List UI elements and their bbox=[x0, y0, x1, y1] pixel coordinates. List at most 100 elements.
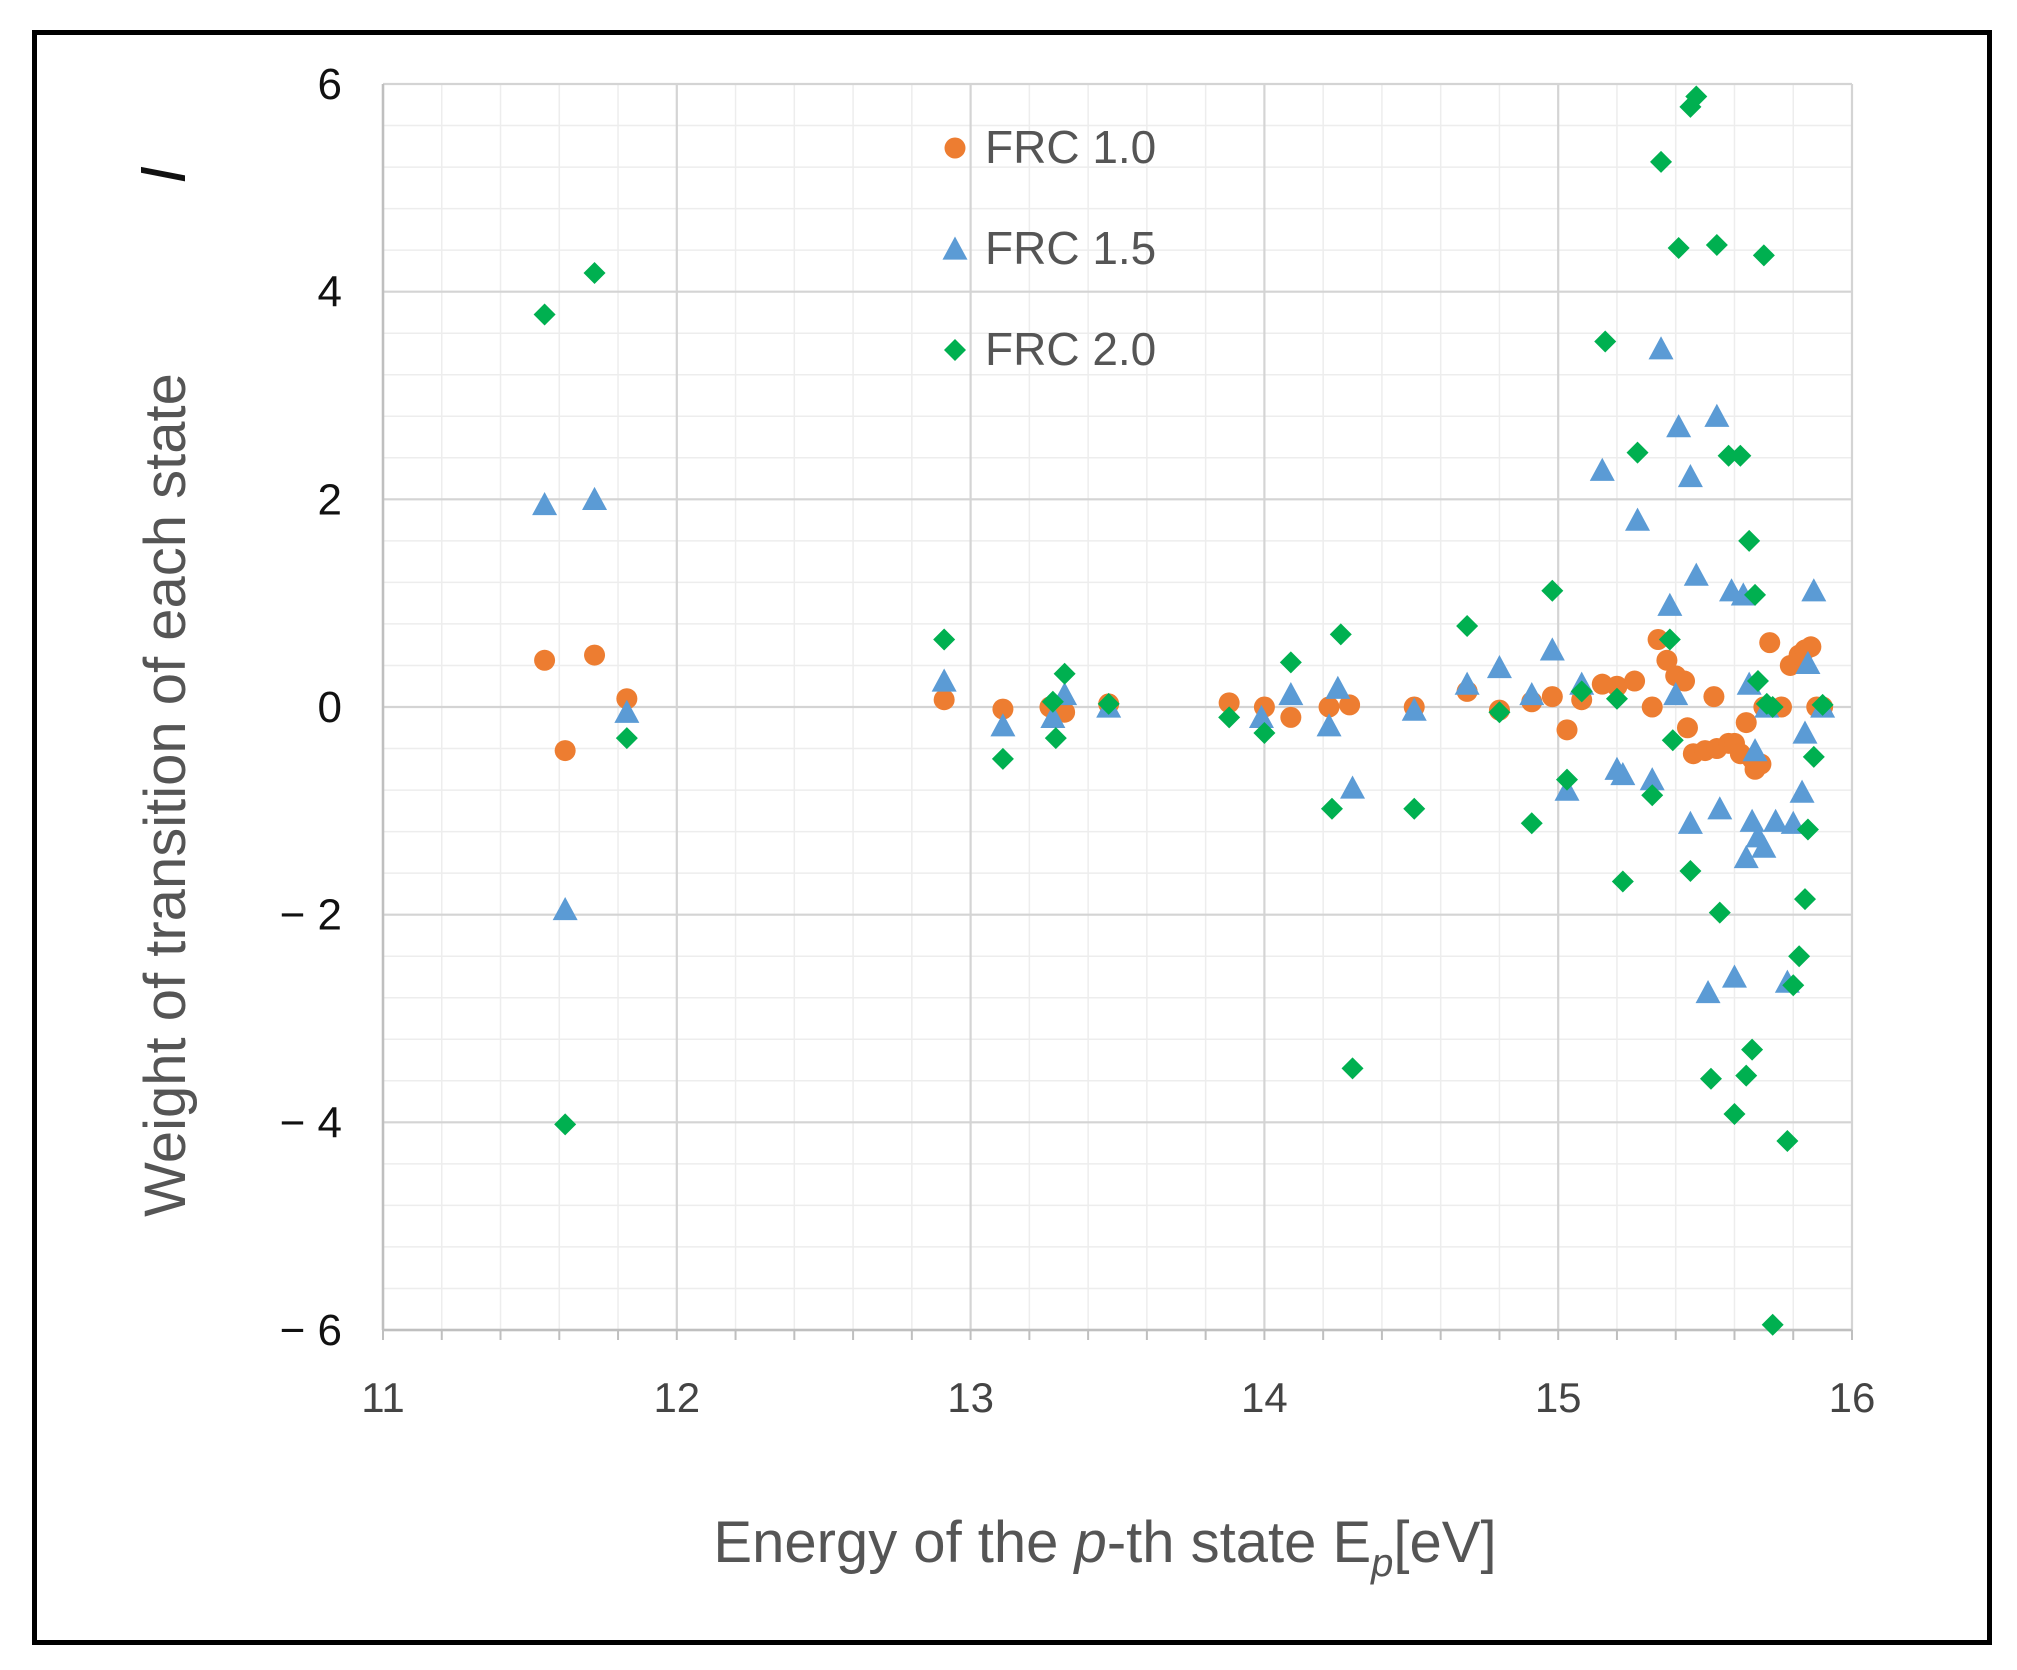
data-point-diamond bbox=[1658, 628, 1681, 651]
data-point-triangle bbox=[1792, 720, 1818, 744]
axis-labels: Weight of transition of each state I Ene… bbox=[127, 166, 1497, 1585]
y-axis-label: Weight of transition of each state bbox=[133, 373, 198, 1217]
data-point-circle bbox=[616, 688, 638, 710]
data-point-diamond bbox=[1570, 680, 1593, 703]
x-tick-label: 14 bbox=[1241, 1374, 1288, 1421]
data-point-diamond bbox=[1456, 615, 1479, 638]
data-point-diamond bbox=[1735, 1064, 1758, 1087]
data-point-diamond bbox=[1218, 706, 1241, 729]
data-point-circle bbox=[1647, 629, 1669, 651]
data-point-circle bbox=[1674, 670, 1696, 692]
data-point-triangle bbox=[1733, 845, 1759, 869]
data-point-triangle bbox=[1707, 796, 1733, 820]
x-tick-label: 13 bbox=[947, 1374, 994, 1421]
legend-marker-triangle bbox=[942, 236, 968, 260]
data-point-triangle bbox=[1695, 980, 1721, 1004]
data-point-circle bbox=[992, 698, 1014, 720]
data-point-triangle bbox=[1721, 964, 1747, 988]
data-point-circle bbox=[1800, 636, 1822, 658]
x-tick-label: 11 bbox=[361, 1374, 405, 1421]
data-point-diamond bbox=[1705, 233, 1728, 256]
y-tick-label: 2 bbox=[318, 475, 342, 524]
data-point-diamond bbox=[1761, 696, 1784, 718]
y-tick-label: 4 bbox=[318, 268, 342, 317]
y-tick-label: − 2 bbox=[280, 891, 342, 940]
data-point-triangle bbox=[1648, 336, 1674, 360]
x-axis-label-part: p bbox=[1370, 1541, 1393, 1585]
data-point-circle bbox=[584, 644, 606, 666]
data-point-diamond bbox=[1279, 651, 1302, 674]
data-point-triangle bbox=[1639, 767, 1665, 791]
data-point-diamond bbox=[1685, 85, 1708, 108]
data-point-circle bbox=[1759, 632, 1781, 654]
data-point-triangle bbox=[1325, 675, 1351, 699]
data-point-triangle bbox=[1589, 457, 1615, 481]
data-point-triangle bbox=[532, 492, 558, 516]
data-point-triangle bbox=[1340, 775, 1366, 799]
data-point-diamond bbox=[1329, 623, 1352, 646]
x-tick-label: 16 bbox=[1829, 1374, 1876, 1421]
data-point-triangle bbox=[1751, 834, 1777, 858]
data-point-triangle bbox=[614, 699, 640, 723]
data-point-diamond bbox=[1776, 1130, 1799, 1153]
data-point-triangle bbox=[1316, 713, 1342, 737]
data-point-triangle bbox=[1278, 682, 1304, 706]
data-point-diamond bbox=[1729, 444, 1752, 467]
data-point-diamond bbox=[1699, 1067, 1722, 1090]
data-point-circle bbox=[1606, 675, 1628, 697]
data-point-diamond bbox=[1097, 692, 1120, 715]
data-point-diamond bbox=[1044, 727, 1067, 750]
data-point-diamond bbox=[1738, 529, 1761, 552]
tick-labels: 11 12 13 14 15 16 − 6 − 4 − 2 0 2 4 6 bbox=[280, 60, 1876, 1421]
data-point-triangle bbox=[1625, 507, 1651, 531]
data-point-triangle bbox=[1663, 682, 1689, 706]
data-point-triangle bbox=[1683, 562, 1709, 586]
data-point-diamond bbox=[1650, 150, 1673, 173]
data-point-circle bbox=[1703, 686, 1725, 708]
data-point-circle bbox=[1624, 670, 1646, 692]
data-point-triangle bbox=[552, 896, 578, 921]
data-point-circle bbox=[1556, 719, 1578, 741]
data-point-triangle bbox=[1657, 592, 1683, 616]
data-point-triangle bbox=[1763, 808, 1789, 832]
data-point-triangle bbox=[1666, 414, 1692, 438]
data-point-triangle bbox=[1677, 810, 1703, 834]
data-point-diamond bbox=[1802, 745, 1825, 768]
data-point-diamond bbox=[1679, 860, 1702, 883]
data-point-diamond bbox=[1626, 441, 1649, 464]
data-point-triangle bbox=[582, 486, 608, 510]
y-tick-label: 6 bbox=[318, 60, 342, 109]
data-point-diamond bbox=[615, 727, 638, 750]
legend-label: FRC 1.5 bbox=[985, 222, 1156, 274]
data-point-diamond bbox=[1556, 768, 1579, 791]
data-point-diamond bbox=[1782, 974, 1805, 997]
data-point-diamond bbox=[1752, 244, 1775, 267]
data-point-diamond bbox=[1811, 693, 1834, 716]
data-point-diamond bbox=[1708, 901, 1731, 924]
figure-border bbox=[32, 30, 1992, 1645]
data-point-triangle bbox=[1454, 671, 1480, 695]
data-point-triangle bbox=[990, 713, 1016, 737]
x-tick-label: 12 bbox=[653, 1374, 700, 1421]
data-point-circle bbox=[1676, 717, 1698, 739]
data-point-diamond bbox=[991, 747, 1014, 770]
y-tick-label: − 4 bbox=[280, 1098, 342, 1147]
data-point-diamond bbox=[1541, 579, 1564, 602]
data-point-triangle bbox=[1789, 779, 1815, 803]
data-point-diamond bbox=[1320, 797, 1343, 820]
data-point-circle bbox=[554, 740, 576, 762]
data-point-diamond bbox=[1641, 784, 1664, 807]
data-point-diamond bbox=[1253, 721, 1276, 744]
data-point-diamond bbox=[1605, 687, 1628, 710]
legend-label: FRC 2.0 bbox=[985, 323, 1156, 375]
data-point-diamond bbox=[1594, 330, 1617, 353]
data-point-diamond bbox=[533, 303, 556, 326]
data-point-triangle bbox=[1742, 738, 1768, 762]
data-point-diamond bbox=[1746, 670, 1769, 693]
data-point-diamond bbox=[1667, 237, 1690, 260]
data-point-diamond bbox=[554, 1113, 577, 1136]
x-axis-label-part: -th state E bbox=[1107, 1510, 1371, 1575]
data-point-triangle bbox=[1519, 682, 1545, 706]
data-point-diamond bbox=[1341, 1057, 1364, 1080]
